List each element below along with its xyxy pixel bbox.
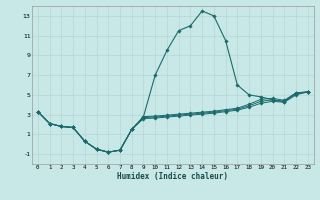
- X-axis label: Humidex (Indice chaleur): Humidex (Indice chaleur): [117, 172, 228, 181]
